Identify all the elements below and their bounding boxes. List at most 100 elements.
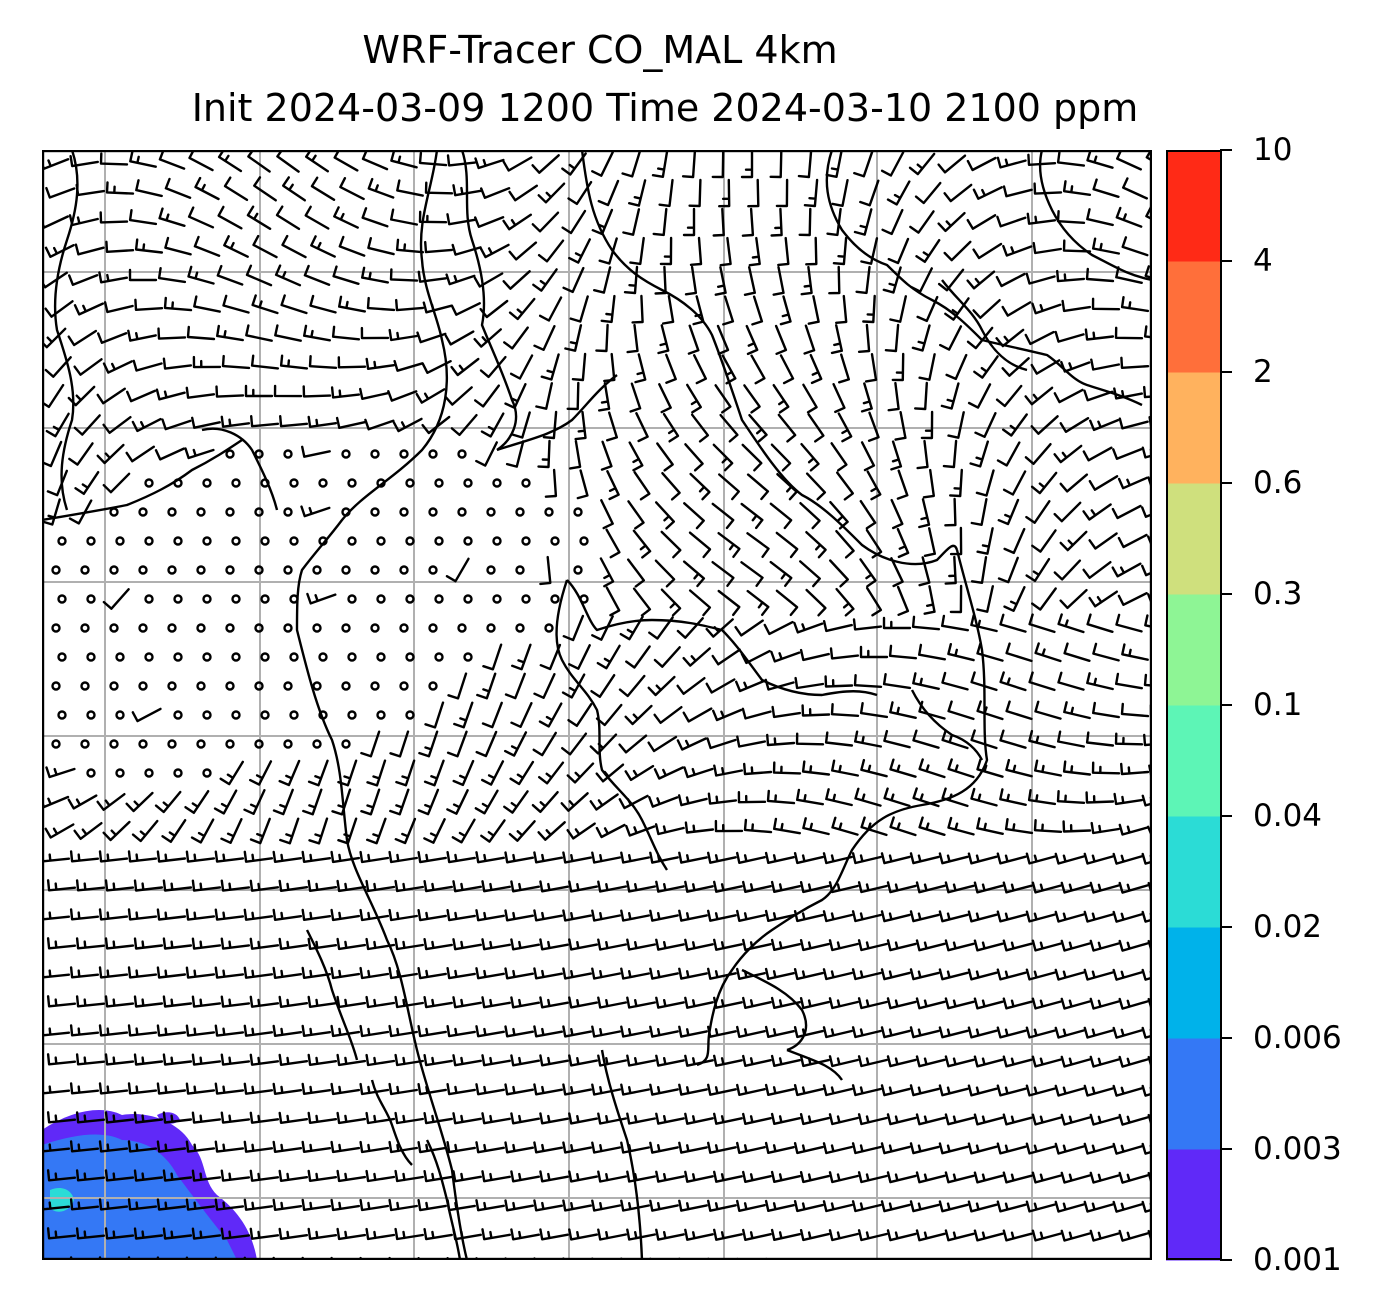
wind-barb xyxy=(917,1173,945,1183)
wind-barb xyxy=(512,645,530,669)
wind-barb xyxy=(620,676,644,696)
wind-barb xyxy=(46,188,74,197)
wind-barb xyxy=(482,414,503,437)
wind-barb-calm xyxy=(552,538,559,545)
wind-barb xyxy=(189,208,213,228)
wind-barb xyxy=(920,702,945,719)
wind-barb-calm xyxy=(436,596,443,603)
wind-barb xyxy=(127,793,153,811)
wind-barb xyxy=(998,912,1026,922)
wind-barb xyxy=(862,442,874,470)
wind-barb xyxy=(826,733,852,746)
wind-barb-calm xyxy=(140,683,147,690)
colorbar-swatch xyxy=(1166,483,1222,595)
wind-barb xyxy=(713,710,741,720)
wind-barb xyxy=(391,210,417,225)
wind-barb xyxy=(621,853,649,863)
wind-barb xyxy=(708,1085,736,1095)
wind-barb xyxy=(540,557,550,584)
wind-barb-calm xyxy=(436,538,443,545)
wind-barb xyxy=(332,1200,359,1210)
wind-barb xyxy=(1065,644,1090,661)
wind-barb xyxy=(419,790,438,814)
wind-barb xyxy=(448,1026,475,1036)
wind-barb xyxy=(454,1055,481,1065)
wind-barb xyxy=(42,217,68,228)
wind-barb xyxy=(656,940,683,950)
wind-barb xyxy=(396,997,423,1007)
wind-barb-calm xyxy=(82,625,89,632)
wind-barb-calm xyxy=(523,480,530,487)
wind-barb xyxy=(801,650,829,660)
wind-barb xyxy=(1120,1173,1148,1183)
wind-barb xyxy=(1084,448,1112,461)
wind-barb xyxy=(77,1054,104,1064)
wind-barb xyxy=(832,704,858,716)
wind-barb xyxy=(630,238,643,264)
wind-barb xyxy=(274,790,293,814)
wind-barb xyxy=(390,1200,417,1210)
wind-barb xyxy=(968,158,996,170)
wind-barb xyxy=(564,616,583,640)
wind-barb xyxy=(251,997,278,1007)
wind-barb-calm xyxy=(175,538,182,545)
wind-barb-calm xyxy=(494,596,501,603)
wind-barb xyxy=(476,159,504,169)
wind-barb xyxy=(888,998,916,1008)
wind-barb xyxy=(975,999,1003,1009)
wind-barb xyxy=(743,998,771,1008)
wind-barb xyxy=(1061,475,1087,492)
wind-barb xyxy=(187,388,214,398)
wind-barb-calm xyxy=(465,596,472,603)
wind-barb xyxy=(216,968,243,978)
wind-barb xyxy=(135,881,162,891)
wind-barb xyxy=(999,500,1018,524)
wind-barb xyxy=(1093,299,1119,309)
wind-barb xyxy=(1034,243,1061,253)
wind-barb xyxy=(332,852,359,862)
wind-barb xyxy=(684,503,703,528)
wind-barb xyxy=(104,474,129,492)
wind-barb xyxy=(748,180,758,206)
wind-barb xyxy=(475,274,502,287)
wind-barb xyxy=(425,1055,452,1065)
wind-barb xyxy=(539,184,564,203)
wind-barb xyxy=(1033,1231,1061,1241)
wind-barb xyxy=(570,441,580,468)
wind-barb xyxy=(133,821,157,841)
wind-barb xyxy=(158,910,185,920)
wind-barb xyxy=(888,940,916,950)
wind-barb xyxy=(477,1084,504,1094)
wind-barb xyxy=(569,998,597,1008)
wind-barb xyxy=(716,821,742,831)
wind-barb xyxy=(164,1055,191,1065)
wind-barb xyxy=(656,1114,683,1124)
wind-barb xyxy=(483,1171,510,1181)
wind-barb xyxy=(542,355,559,380)
wind-barb xyxy=(737,1143,765,1153)
wind-barb xyxy=(833,818,858,835)
wind-barb xyxy=(534,1143,561,1153)
wind-barb xyxy=(276,266,300,286)
wind-barb xyxy=(781,356,793,384)
wind-barb xyxy=(1114,970,1142,980)
wind-barb xyxy=(1033,1115,1061,1125)
wind-barb xyxy=(303,1084,330,1094)
wind-barb-calm xyxy=(401,451,408,458)
wind-barb xyxy=(245,1026,272,1036)
colorbar-tick-label: 0.1 xyxy=(1253,688,1302,722)
wind-barb xyxy=(1117,208,1141,227)
wind-barb-calm xyxy=(59,654,66,661)
wind-barb xyxy=(831,649,858,659)
wind-barb xyxy=(662,590,680,616)
wind-barb xyxy=(1085,1144,1113,1154)
wind-barb xyxy=(949,818,974,834)
wind-barb xyxy=(811,355,821,383)
wind-barb xyxy=(396,819,415,843)
wind-barb xyxy=(47,414,69,436)
wind-barb xyxy=(944,441,956,467)
wind-barb-calm xyxy=(146,480,153,487)
colorbar-swatch xyxy=(1166,150,1222,262)
wind-barb xyxy=(540,1114,567,1124)
wind-barb xyxy=(714,998,742,1008)
